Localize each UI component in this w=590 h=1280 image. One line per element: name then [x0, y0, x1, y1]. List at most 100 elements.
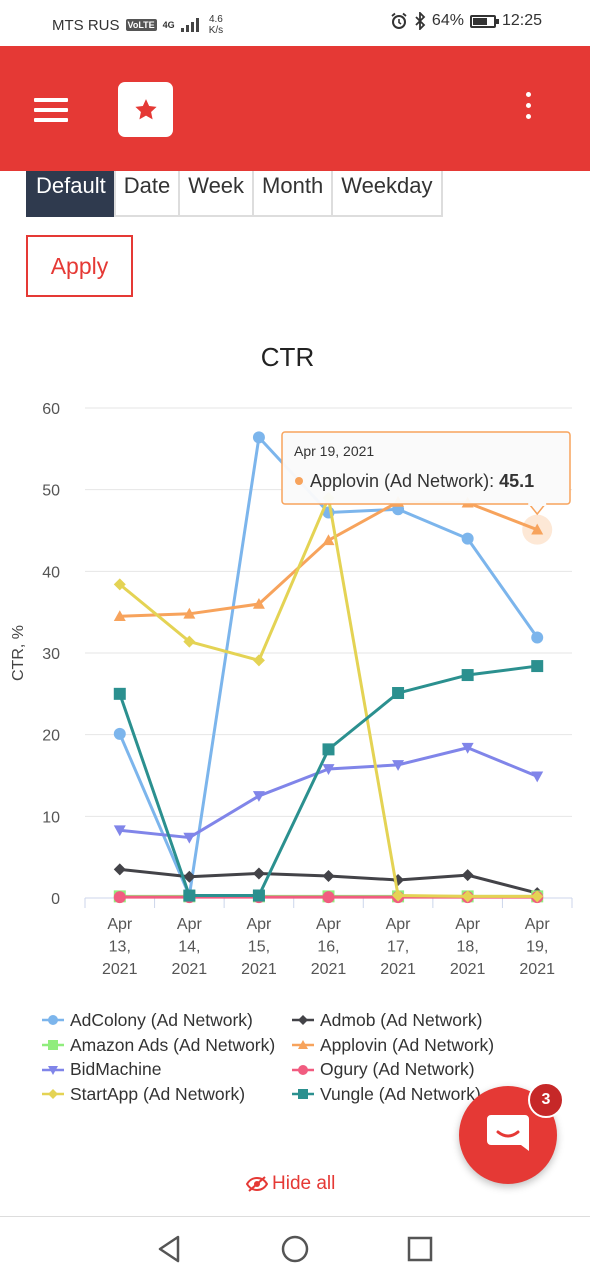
series-line — [119, 746, 538, 840]
data-point — [113, 687, 126, 700]
tooltip-label: Applovin (Ad Network): 45.1 — [310, 471, 534, 491]
legend-item[interactable]: AdColony (Ad Network) — [42, 1010, 292, 1031]
y-tick-label: 30 — [42, 646, 60, 663]
legend-item[interactable]: Applovin (Ad Network) — [292, 1035, 494, 1056]
data-point — [252, 889, 265, 902]
hamburger-icon[interactable] — [34, 98, 68, 122]
data-point — [322, 534, 335, 546]
data-point — [113, 825, 126, 837]
signal-icon — [180, 18, 199, 32]
data-point — [252, 654, 265, 667]
net-speed-unit: K/s — [208, 25, 224, 36]
legend-symbol — [42, 1040, 64, 1051]
ctr-chart: 0 10 20 30 40 50 60 Apr 13, 2021 Apr 14, 2021 Apr 15, 2… — [10, 401, 573, 978]
x-tick-label: Apr 13, 2021 — [102, 916, 138, 978]
series-line — [119, 500, 538, 618]
net-speed-value: 4.6 — [208, 14, 223, 25]
battery-icon — [469, 14, 499, 28]
legend-row: BidMachine Ogury (Ad Network) — [42, 1057, 562, 1082]
system-nav-bar — [0, 1216, 590, 1280]
y-tick-label: 40 — [42, 564, 60, 581]
status-left: MTS RUS VoLTE 4G 4.6 K/s — [52, 14, 223, 36]
data-point — [392, 889, 405, 902]
x-tick-label: Apr 18, 2021 — [450, 916, 486, 978]
legend-symbol — [292, 1015, 314, 1026]
data-point — [113, 727, 126, 740]
y-tick-label: 20 — [42, 728, 60, 745]
legend-item[interactable]: Admob (Ad Network) — [292, 1010, 482, 1031]
x-tick-label: Apr 14, 2021 — [172, 916, 208, 978]
hide-all-label: Hide all — [272, 1173, 336, 1194]
alarm-icon — [391, 12, 407, 29]
legend-symbol — [292, 1064, 314, 1075]
clock: 12:25 — [501, 12, 542, 29]
app-logo[interactable] — [118, 82, 173, 137]
x-tick-label: Apr 17, 2021 — [380, 916, 416, 978]
legend-symbol — [42, 1015, 64, 1026]
back-triangle-icon[interactable] — [154, 1233, 186, 1265]
tab-date[interactable]: Date — [113, 171, 181, 217]
battery-fill — [472, 17, 488, 25]
net-speed: 4.6 K/s — [209, 14, 223, 36]
data-point — [183, 635, 196, 648]
data-point — [252, 791, 265, 802]
chart-legend: AdColony (Ad Network) Admob (Ad Network) A… — [42, 1008, 562, 1107]
apply-button[interactable]: Apply — [26, 235, 133, 297]
data-point — [252, 598, 265, 609]
data-point — [531, 890, 544, 903]
data-point — [252, 431, 265, 444]
legend-symbol — [292, 1040, 314, 1050]
data-point — [183, 607, 196, 619]
legend-label: Vungle (Ad Network) — [320, 1083, 481, 1104]
legend-label: BidMachine — [70, 1059, 162, 1080]
tab-default[interactable]: Default — [26, 171, 116, 217]
tooltip-pointer-mask — [528, 502, 547, 506]
legend-label: Applovin (Ad Network) — [320, 1034, 495, 1055]
battery-percent: 64% — [431, 12, 464, 29]
tooltip-dot — [295, 477, 303, 485]
legend-symbol — [42, 1065, 64, 1075]
carrier-name: MTS RUS — [52, 16, 120, 34]
legend-row: Amazon Ads (Ad Network) Applovin (Ad Netw… — [42, 1033, 562, 1058]
recents-square-icon[interactable] — [404, 1233, 436, 1265]
data-point — [392, 760, 405, 771]
legend-item[interactable]: Ogury (Ad Network) — [292, 1059, 475, 1080]
data-point — [113, 863, 126, 876]
legend-item[interactable]: BidMachine — [42, 1059, 292, 1080]
app-bar — [0, 46, 590, 171]
y-tick-label: 0 — [51, 891, 60, 908]
tab-week[interactable]: Week — [178, 171, 255, 217]
x-tick-label: Apr 16, 2021 — [311, 916, 347, 978]
legend-symbol — [42, 1089, 64, 1100]
home-circle-icon[interactable] — [279, 1233, 311, 1265]
legend-item[interactable]: Amazon Ads (Ad Network) — [42, 1035, 292, 1056]
data-point — [183, 832, 196, 844]
series-line — [118, 664, 538, 898]
legend-item[interactable]: StartApp (Ad Network) — [42, 1084, 292, 1105]
legend-label: AdColony (Ad Network) — [70, 1009, 253, 1030]
data-point — [461, 669, 474, 682]
data-point — [392, 687, 405, 700]
chat-badge: 3 — [528, 1082, 564, 1118]
hide-all-button[interactable]: Hide all — [246, 1173, 335, 1195]
data-point — [183, 889, 196, 902]
data-point — [531, 523, 544, 535]
x-tick-label: Apr 19, 2021 — [519, 916, 555, 978]
more-vert-icon[interactable] — [520, 92, 536, 126]
y-tick-label: 50 — [42, 483, 60, 500]
data-point — [461, 869, 474, 882]
data-point — [322, 891, 335, 904]
data-point — [531, 660, 544, 673]
data-point — [461, 742, 474, 754]
data-point — [322, 764, 335, 775]
data-point — [461, 532, 474, 545]
legend-item[interactable]: Vungle (Ad Network) — [292, 1084, 481, 1105]
eye-off-icon — [246, 1176, 268, 1192]
y-axis-label: CTR, % — [10, 625, 27, 681]
tab-weekday[interactable]: Weekday — [331, 171, 443, 217]
legend-symbol — [292, 1089, 314, 1100]
data-point — [531, 771, 544, 783]
tab-month[interactable]: Month — [252, 171, 334, 217]
data-point — [252, 867, 265, 880]
legend-label: Amazon Ads (Ad Network) — [70, 1034, 276, 1055]
